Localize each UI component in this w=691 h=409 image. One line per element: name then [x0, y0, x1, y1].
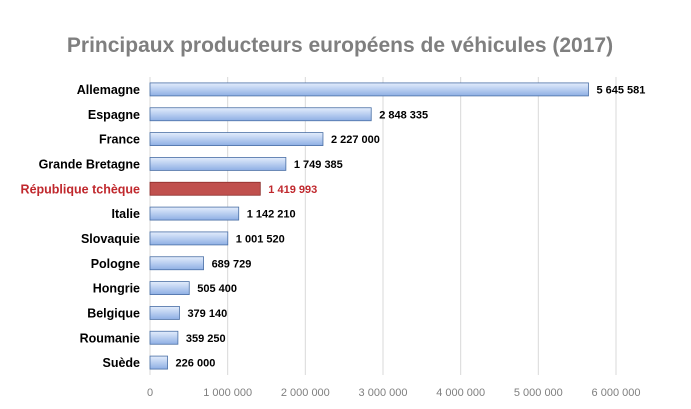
x-axis-ticks: 0 1 000 000 2 000 000 3 000 000 4 000 000 5 0… — [147, 387, 641, 399]
value-label: 689 729 — [212, 258, 252, 270]
x-tick-label: 1 000 000 — [203, 387, 252, 399]
x-tick-label: 0 — [147, 387, 153, 399]
bar — [149, 281, 190, 295]
value-label: 1 419 993 — [268, 184, 317, 196]
value-label: 1 001 520 — [236, 233, 285, 245]
category-label: Belgique — [87, 306, 140, 320]
bar — [149, 256, 204, 271]
bar — [149, 231, 229, 246]
value-label: 379 140 — [187, 308, 227, 320]
bar — [149, 157, 287, 171]
category-label: Allemagne — [77, 83, 140, 97]
value-label: 1 142 210 — [247, 209, 296, 221]
bar — [149, 306, 180, 320]
category-label: Slovaquie — [81, 232, 140, 246]
value-label: 5 645 581 — [596, 84, 645, 96]
value-label: 1 749 385 — [294, 159, 343, 171]
value-label: 226 000 — [176, 358, 216, 370]
value-label: 2 848 335 — [379, 109, 428, 121]
x-tick-label: 6 000 000 — [592, 387, 641, 399]
bar-highlighted — [149, 181, 261, 196]
category-label: France — [99, 133, 140, 147]
category-label: Hongrie — [93, 282, 140, 296]
x-tick-label: 3 000 000 — [359, 387, 408, 399]
gridlines — [149, 77, 617, 375]
x-tick-label: 4 000 000 — [436, 387, 485, 399]
value-label: 359 250 — [186, 333, 226, 345]
category-label: Suède — [102, 356, 140, 370]
x-tick-label: 2 000 000 — [281, 387, 330, 399]
bar — [149, 132, 324, 146]
value-labels: 5 645 581 2 848 335 2 227 000 1 749 385 1 41… — [176, 84, 646, 369]
value-label: 505 400 — [197, 283, 237, 295]
bar — [149, 206, 240, 221]
bar — [149, 330, 179, 345]
bar — [149, 107, 372, 122]
category-label: Roumanie — [80, 331, 140, 345]
bars — [149, 82, 589, 370]
category-labels: Allemagne Espagne France Grande Bretagne Rép… — [21, 83, 141, 370]
bar — [149, 355, 168, 370]
category-label: République tchèque — [21, 182, 141, 196]
x-tick-label: 5 000 000 — [514, 387, 563, 399]
chart-title: Principaux producteurs européens de véhi… — [67, 34, 613, 57]
bar — [149, 82, 589, 97]
value-label: 2 227 000 — [331, 134, 380, 146]
category-label: Pologne — [91, 257, 140, 271]
category-label: Grande Bretagne — [39, 157, 140, 171]
category-label: Italie — [112, 207, 141, 221]
category-label: Espagne — [88, 108, 140, 122]
